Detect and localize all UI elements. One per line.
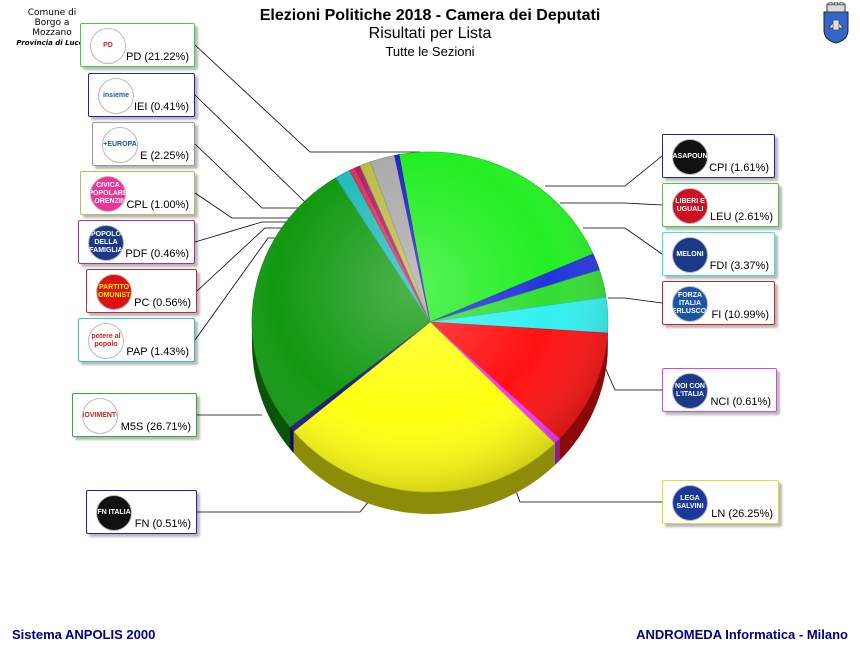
leader-line-fdi — [583, 227, 663, 255]
leader-line-e — [194, 143, 300, 209]
legend-box-m5s: MOVIMENTOM5S (26.71%) — [72, 393, 197, 437]
legend-box-pdf: POPOLO DELLA FAMIGLIA PDF (0.46%) — [78, 220, 195, 264]
legend-label-e: E (2.25%) — [140, 150, 189, 162]
footer-system: Sistema ANPOLIS 2000 — [12, 627, 156, 642]
comune-line2: Borgo a Mozzano — [32, 18, 72, 38]
pie-gloss — [252, 152, 608, 492]
leader-line-iei — [194, 94, 315, 203]
legend-label-pap: PAP (1.43%) — [126, 346, 189, 358]
ln-logo-icon: LEGA SALVINI — [672, 485, 708, 521]
legend-label-pdf: PDF (0.46%) — [125, 248, 189, 260]
pdf-logo-icon: POPOLO DELLA FAMIGLIA — [88, 225, 124, 261]
pie-side-nci — [554, 438, 560, 466]
cpi-logo-icon: CASAPOUND — [672, 139, 708, 175]
legend-label-fn: FN (0.51%) — [134, 518, 191, 530]
page-subtitle: Risultati per Lista — [368, 25, 492, 42]
legend-label-iei: IEI (0.41%) — [133, 101, 189, 113]
leader-line-leu — [560, 202, 663, 206]
cpl-logo-icon: CIVICA POPOLARE LORENZIN — [90, 176, 126, 212]
page-title: Elezioni Politiche 2018 - Camera dei Dep… — [259, 7, 601, 24]
provincia-label: Provincia di Lucca — [16, 39, 88, 47]
coat-of-arms-icon — [823, 2, 849, 44]
legend-box-fdi: MELONI FDI (3.37%) — [662, 232, 775, 276]
m5s-logo-icon: MOVIMENTO — [82, 398, 118, 434]
legend-label-pc: PC (0.56%) — [134, 297, 191, 309]
legend-label-pd: PD (21.22%) — [126, 51, 189, 63]
fdi-logo-icon: MELONI — [672, 237, 708, 273]
leader-line-fn — [197, 499, 371, 513]
legend-label-ln: LN (26.25%) — [711, 508, 773, 520]
legend-box-cpi: CASAPOUNDCPI (1.61%) — [662, 134, 775, 178]
legend-label-nci: NCI (0.61%) — [710, 396, 771, 408]
footer-vendor: ANDROMEDA Informatica - Milano — [636, 627, 848, 642]
legend-label-fdi: FDI (3.37%) — [709, 260, 769, 272]
pie-side-m5s — [252, 322, 291, 450]
leader-line-cpi — [545, 155, 663, 187]
leader-line-pdf — [194, 221, 287, 243]
nci-logo-icon: NOI CON L'ITALIA — [672, 373, 708, 409]
comune-line1: Comune di — [27, 8, 77, 18]
pc-logo-icon: PARTITO COMUNISTA — [96, 274, 132, 310]
leader-line-fi — [608, 297, 663, 304]
pie-side-ln — [293, 431, 555, 514]
section-label: Tutte le Sezioni — [385, 44, 475, 59]
legend-box-e: +EUROPA E (2.25%) — [92, 122, 195, 166]
legend-box-pd: PD PD (21.22%) — [80, 23, 195, 67]
legend-label-m5s: M5S (26.71%) — [120, 421, 191, 433]
leader-line-pap — [194, 237, 278, 341]
legend-box-leu: LIBERI E UGUALI LEU (2.61%) — [662, 183, 779, 227]
leader-line-pd — [194, 44, 420, 153]
comune-label: Comune di Borgo a Mozzano Provincia di L… — [14, 8, 90, 48]
leader-line-ln — [514, 487, 662, 503]
legend-box-fn: FN ITALIA FN (0.51%) — [86, 490, 197, 534]
legend-label-fi: FI (10.99%) — [711, 309, 769, 321]
legend-box-iei: insieme IEI (0.41%) — [88, 73, 195, 117]
legend-box-cpl: CIVICA POPOLARE LORENZIN CPL (1.00%) — [80, 171, 195, 215]
legend-label-cpl: CPL (1.00%) — [126, 199, 189, 211]
leader-line-cpl — [194, 192, 293, 219]
legend-box-pc: PARTITO COMUNISTAPC (0.56%) — [86, 269, 197, 313]
pie-side-fn — [290, 427, 294, 454]
leader-line-pc — [196, 227, 283, 292]
chart-titles: Elezioni Politiche 2018 - Camera dei Dep… — [230, 6, 630, 60]
fi-logo-icon: FORZA ITALIA BERLUSCONI — [672, 286, 708, 322]
legend-box-nci: NOI CON L'ITALIA NCI (0.61%) — [662, 368, 777, 412]
legend-label-leu: LEU (2.61%) — [710, 211, 773, 223]
legend-box-fi: FORZA ITALIA BERLUSCONIFI (10.99%) — [662, 281, 775, 325]
leader-line-nci — [603, 364, 662, 391]
pie-side-fi — [559, 333, 608, 461]
fn-logo-icon: FN ITALIA — [96, 495, 132, 531]
legend-box-ln: LEGA SALVINI LN (26.25%) — [662, 480, 779, 524]
legend-label-cpi: CPI (1.61%) — [709, 162, 769, 174]
iei-logo-icon: insieme — [98, 78, 134, 114]
pd-logo-icon: PD — [90, 28, 126, 64]
pap-logo-icon: potere al popolo — [88, 323, 124, 359]
leu-logo-icon: LIBERI E UGUALI — [672, 188, 708, 224]
legend-box-pap: potere al popolo PAP (1.43%) — [78, 318, 195, 362]
e-logo-icon: +EUROPA — [102, 127, 138, 163]
